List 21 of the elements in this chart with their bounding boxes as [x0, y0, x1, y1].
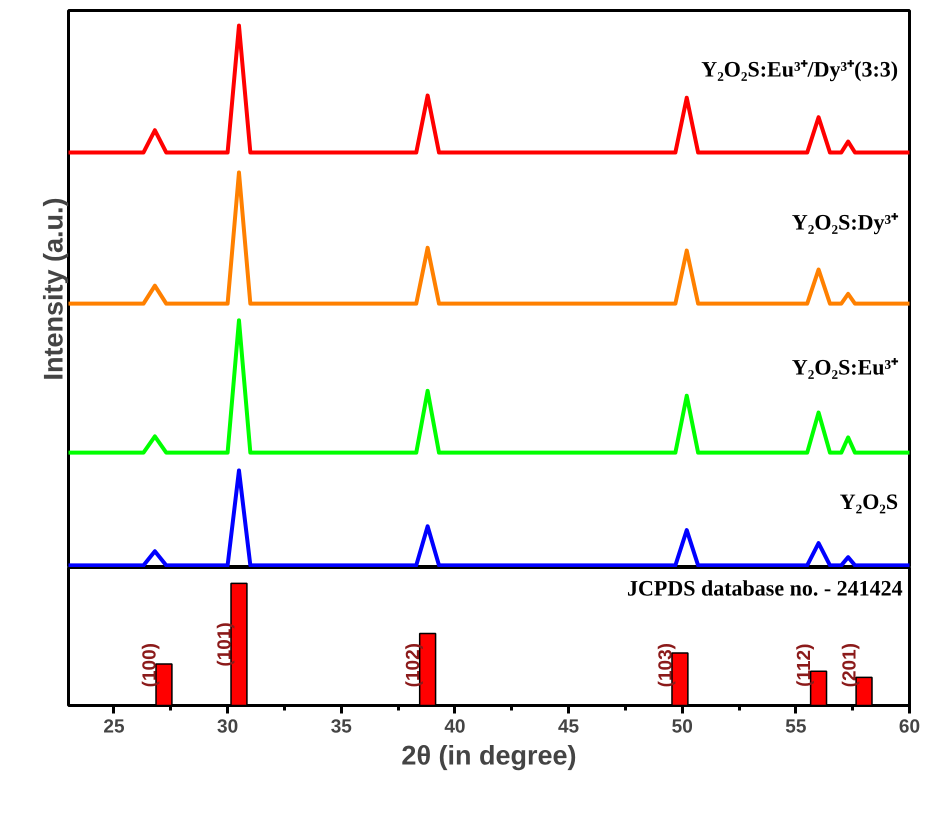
annotation: (101): [214, 622, 236, 667]
x-tick-label: 40: [444, 716, 466, 738]
annotation: (112): [794, 644, 816, 687]
x-tick-label: 50: [672, 716, 693, 738]
annotation: (102): [403, 643, 424, 688]
x-tick-label: 35: [330, 716, 352, 738]
series-label: Y₂O₂S: [840, 488, 898, 514]
y-axis-title: Intensity (a.u.): [38, 197, 68, 381]
series-label: Y₂O₂S:Eu³⁺/Dy³⁺(3:3): [701, 56, 898, 82]
x-tick-label: 30: [217, 716, 238, 738]
series-label: Y₂O₂S:Eu³⁺: [792, 354, 900, 380]
annotation: (103): [655, 643, 676, 688]
x-tick-label: 45: [558, 716, 580, 738]
annotation: (100): [139, 643, 160, 688]
x-tick-label: 25: [103, 716, 125, 738]
x-tick-label: 55: [785, 716, 807, 738]
x-tick-label: 60: [898, 716, 920, 738]
annotation: (201): [840, 643, 861, 688]
x-axis-title: 2θ (in degree): [401, 740, 577, 770]
annotation: JCPDS database no. - 241424: [627, 576, 903, 600]
text: Y₂O₂S:Dy³⁺: [792, 209, 900, 234]
